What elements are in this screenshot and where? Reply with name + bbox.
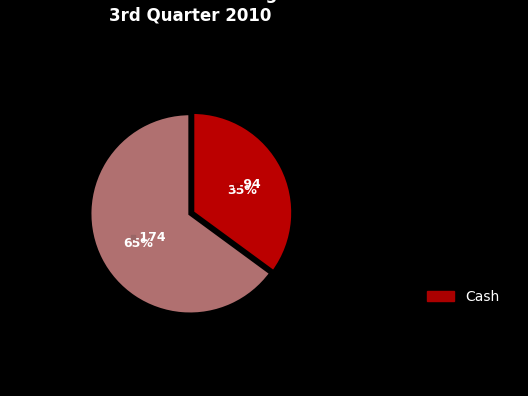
Title: Downtown San Diego Units Sold
Cash vs. Financing
3rd Quarter 2010: Downtown San Diego Units Sold Cash vs. F… xyxy=(40,0,341,24)
Bar xyxy=(234,183,239,187)
Wedge shape xyxy=(193,112,293,272)
Bar xyxy=(130,235,135,239)
Text: 94: 94 xyxy=(239,178,260,191)
Text: 35%: 35% xyxy=(227,185,257,197)
Legend: Cash: Cash xyxy=(421,284,505,310)
Text: 174: 174 xyxy=(135,231,165,244)
Text: 65%: 65% xyxy=(123,237,153,250)
Wedge shape xyxy=(90,114,271,314)
